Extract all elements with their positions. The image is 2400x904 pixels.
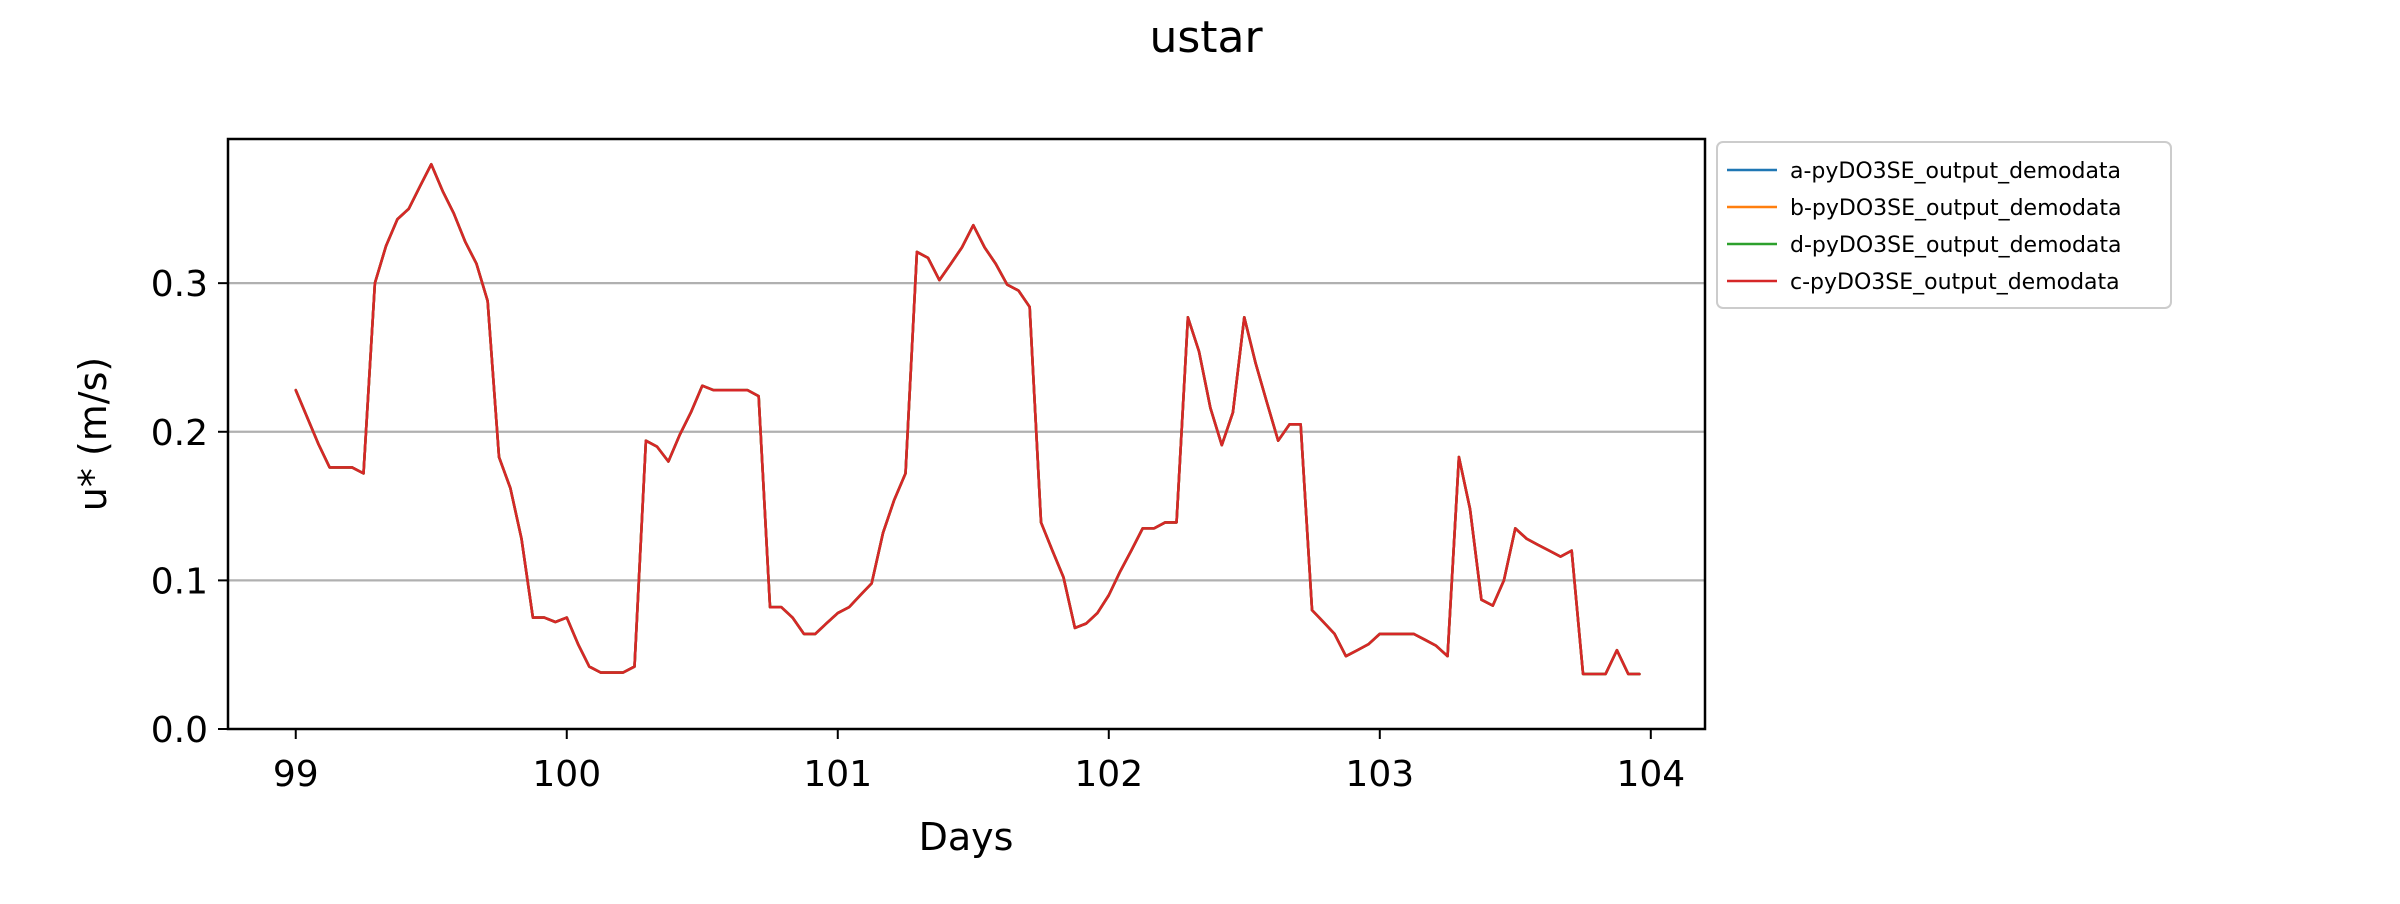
series-line-c-pyDO3SE_output_demodata bbox=[294, 162, 1641, 676]
x-tick-label-1: 100 bbox=[532, 754, 601, 795]
series-lines bbox=[294, 162, 1641, 676]
chart-title: ustar bbox=[1149, 12, 1263, 63]
legend-label-2: d-pyDO3SE_output_demodata bbox=[1790, 233, 2122, 258]
gridlines bbox=[228, 282, 1705, 582]
y-tick-label-3: 0.3 bbox=[151, 264, 208, 305]
y-tick-label-0: 0.0 bbox=[151, 710, 208, 751]
legend-label-0: a-pyDO3SE_output_demodata bbox=[1790, 159, 2121, 184]
y-axis-ticks: 0.0 0.1 0.2 0.3 bbox=[151, 264, 228, 751]
legend-label-1: b-pyDO3SE_output_demodata bbox=[1790, 196, 2122, 221]
x-tick-label-3: 102 bbox=[1074, 754, 1143, 795]
y-tick-label-2: 0.2 bbox=[151, 413, 208, 454]
plot-frame bbox=[226, 137, 1707, 731]
legend: a-pyDO3SE_output_demodata b-pyDO3SE_outpu… bbox=[1716, 141, 2172, 309]
x-axis-ticks: 99 100 101 102 103 104 bbox=[273, 729, 1685, 795]
legend-box bbox=[1716, 141, 2172, 309]
y-tick-label-1: 0.1 bbox=[151, 561, 208, 602]
legend-label-3: c-pyDO3SE_output_demodata bbox=[1790, 270, 2120, 295]
x-tick-label-5: 104 bbox=[1616, 754, 1685, 795]
x-tick-label-0: 99 bbox=[273, 754, 319, 795]
y-axis-label: u* (m/s) bbox=[71, 357, 115, 511]
x-tick-label-2: 101 bbox=[803, 754, 872, 795]
x-axis-label: Days bbox=[919, 815, 1014, 859]
x-tick-label-4: 103 bbox=[1345, 754, 1414, 795]
